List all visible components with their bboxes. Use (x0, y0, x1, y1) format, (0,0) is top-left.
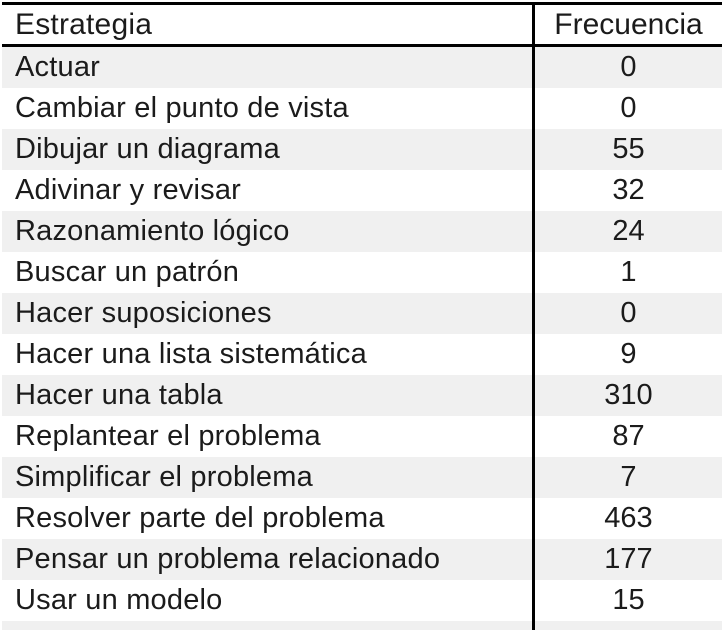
frequency-cell: 7 (532, 457, 722, 498)
strategy-cell: Pensar un problema relacionado (15, 543, 441, 575)
table-row: Resolver parte del problema 463 (2, 498, 722, 539)
partial-next-row-right (532, 621, 722, 630)
frequency-cell: 0 (532, 88, 722, 129)
strategy-cell: Hacer suposiciones (15, 297, 272, 329)
table-row: Hacer suposiciones 0 (2, 293, 722, 334)
table-row: Usar un modelo 15 (2, 580, 722, 621)
strategy-cell: Replantear el problema (15, 420, 321, 452)
strategy-cell: Usar un modelo (15, 584, 223, 616)
table-row: Cambiar el punto de vista 0 (2, 88, 722, 129)
table-row: Buscar un patrón 1 (2, 252, 722, 293)
table-row: Pensar un problema relacionado 177 (2, 539, 722, 580)
table-row: Hacer una lista sistemática 9 (2, 334, 722, 375)
frequency-cell: 87 (532, 416, 722, 457)
strategy-cell: Adivinar y revisar (15, 174, 241, 206)
frequency-cell: 15 (532, 580, 722, 621)
frequency-cell: 55 (532, 129, 722, 170)
strategy-cell: Razonamiento lógico (15, 215, 290, 247)
table-row: Actuar 0 (2, 47, 722, 88)
table-row: Simplificar el problema 7 (2, 457, 722, 498)
frequency-cell: 24 (532, 211, 722, 252)
frequency-cell: 177 (532, 539, 722, 580)
column-header-estrategia: Estrategia (15, 8, 153, 41)
strategy-cell: Dibujar un diagrama (15, 133, 280, 165)
strategy-cell: Simplificar el problema (15, 461, 313, 493)
frequency-cell: 310 (532, 375, 722, 416)
strategy-cell: Actuar (15, 51, 101, 83)
table-row: Adivinar y revisar 32 (2, 170, 722, 211)
strategy-cell: Buscar un patrón (15, 256, 240, 288)
frequency-cell: 1 (532, 252, 722, 293)
table-header-row: Estrategia Frecuencia (2, 2, 722, 47)
column-header-frecuencia: Frecuencia (532, 5, 722, 44)
frequency-cell: 9 (532, 334, 722, 375)
partial-next-row-left (2, 621, 532, 630)
partial-next-row (2, 621, 722, 630)
table-row: Dibujar un diagrama 55 (2, 129, 722, 170)
strategy-cell: Cambiar el punto de vista (15, 92, 349, 124)
table-row: Replantear el problema 87 (2, 416, 722, 457)
table-row: Razonamiento lógico 24 (2, 211, 722, 252)
frequency-cell: 0 (532, 47, 722, 88)
strategy-cell: Hacer una tabla (15, 379, 223, 411)
strategy-cell: Hacer una lista sistemática (15, 338, 367, 370)
table-row: Hacer una tabla 310 (2, 375, 722, 416)
frequency-cell: 0 (532, 293, 722, 334)
frequency-cell: 463 (532, 498, 722, 539)
strategy-cell: Resolver parte del problema (15, 502, 385, 534)
frequency-cell: 32 (532, 170, 722, 211)
